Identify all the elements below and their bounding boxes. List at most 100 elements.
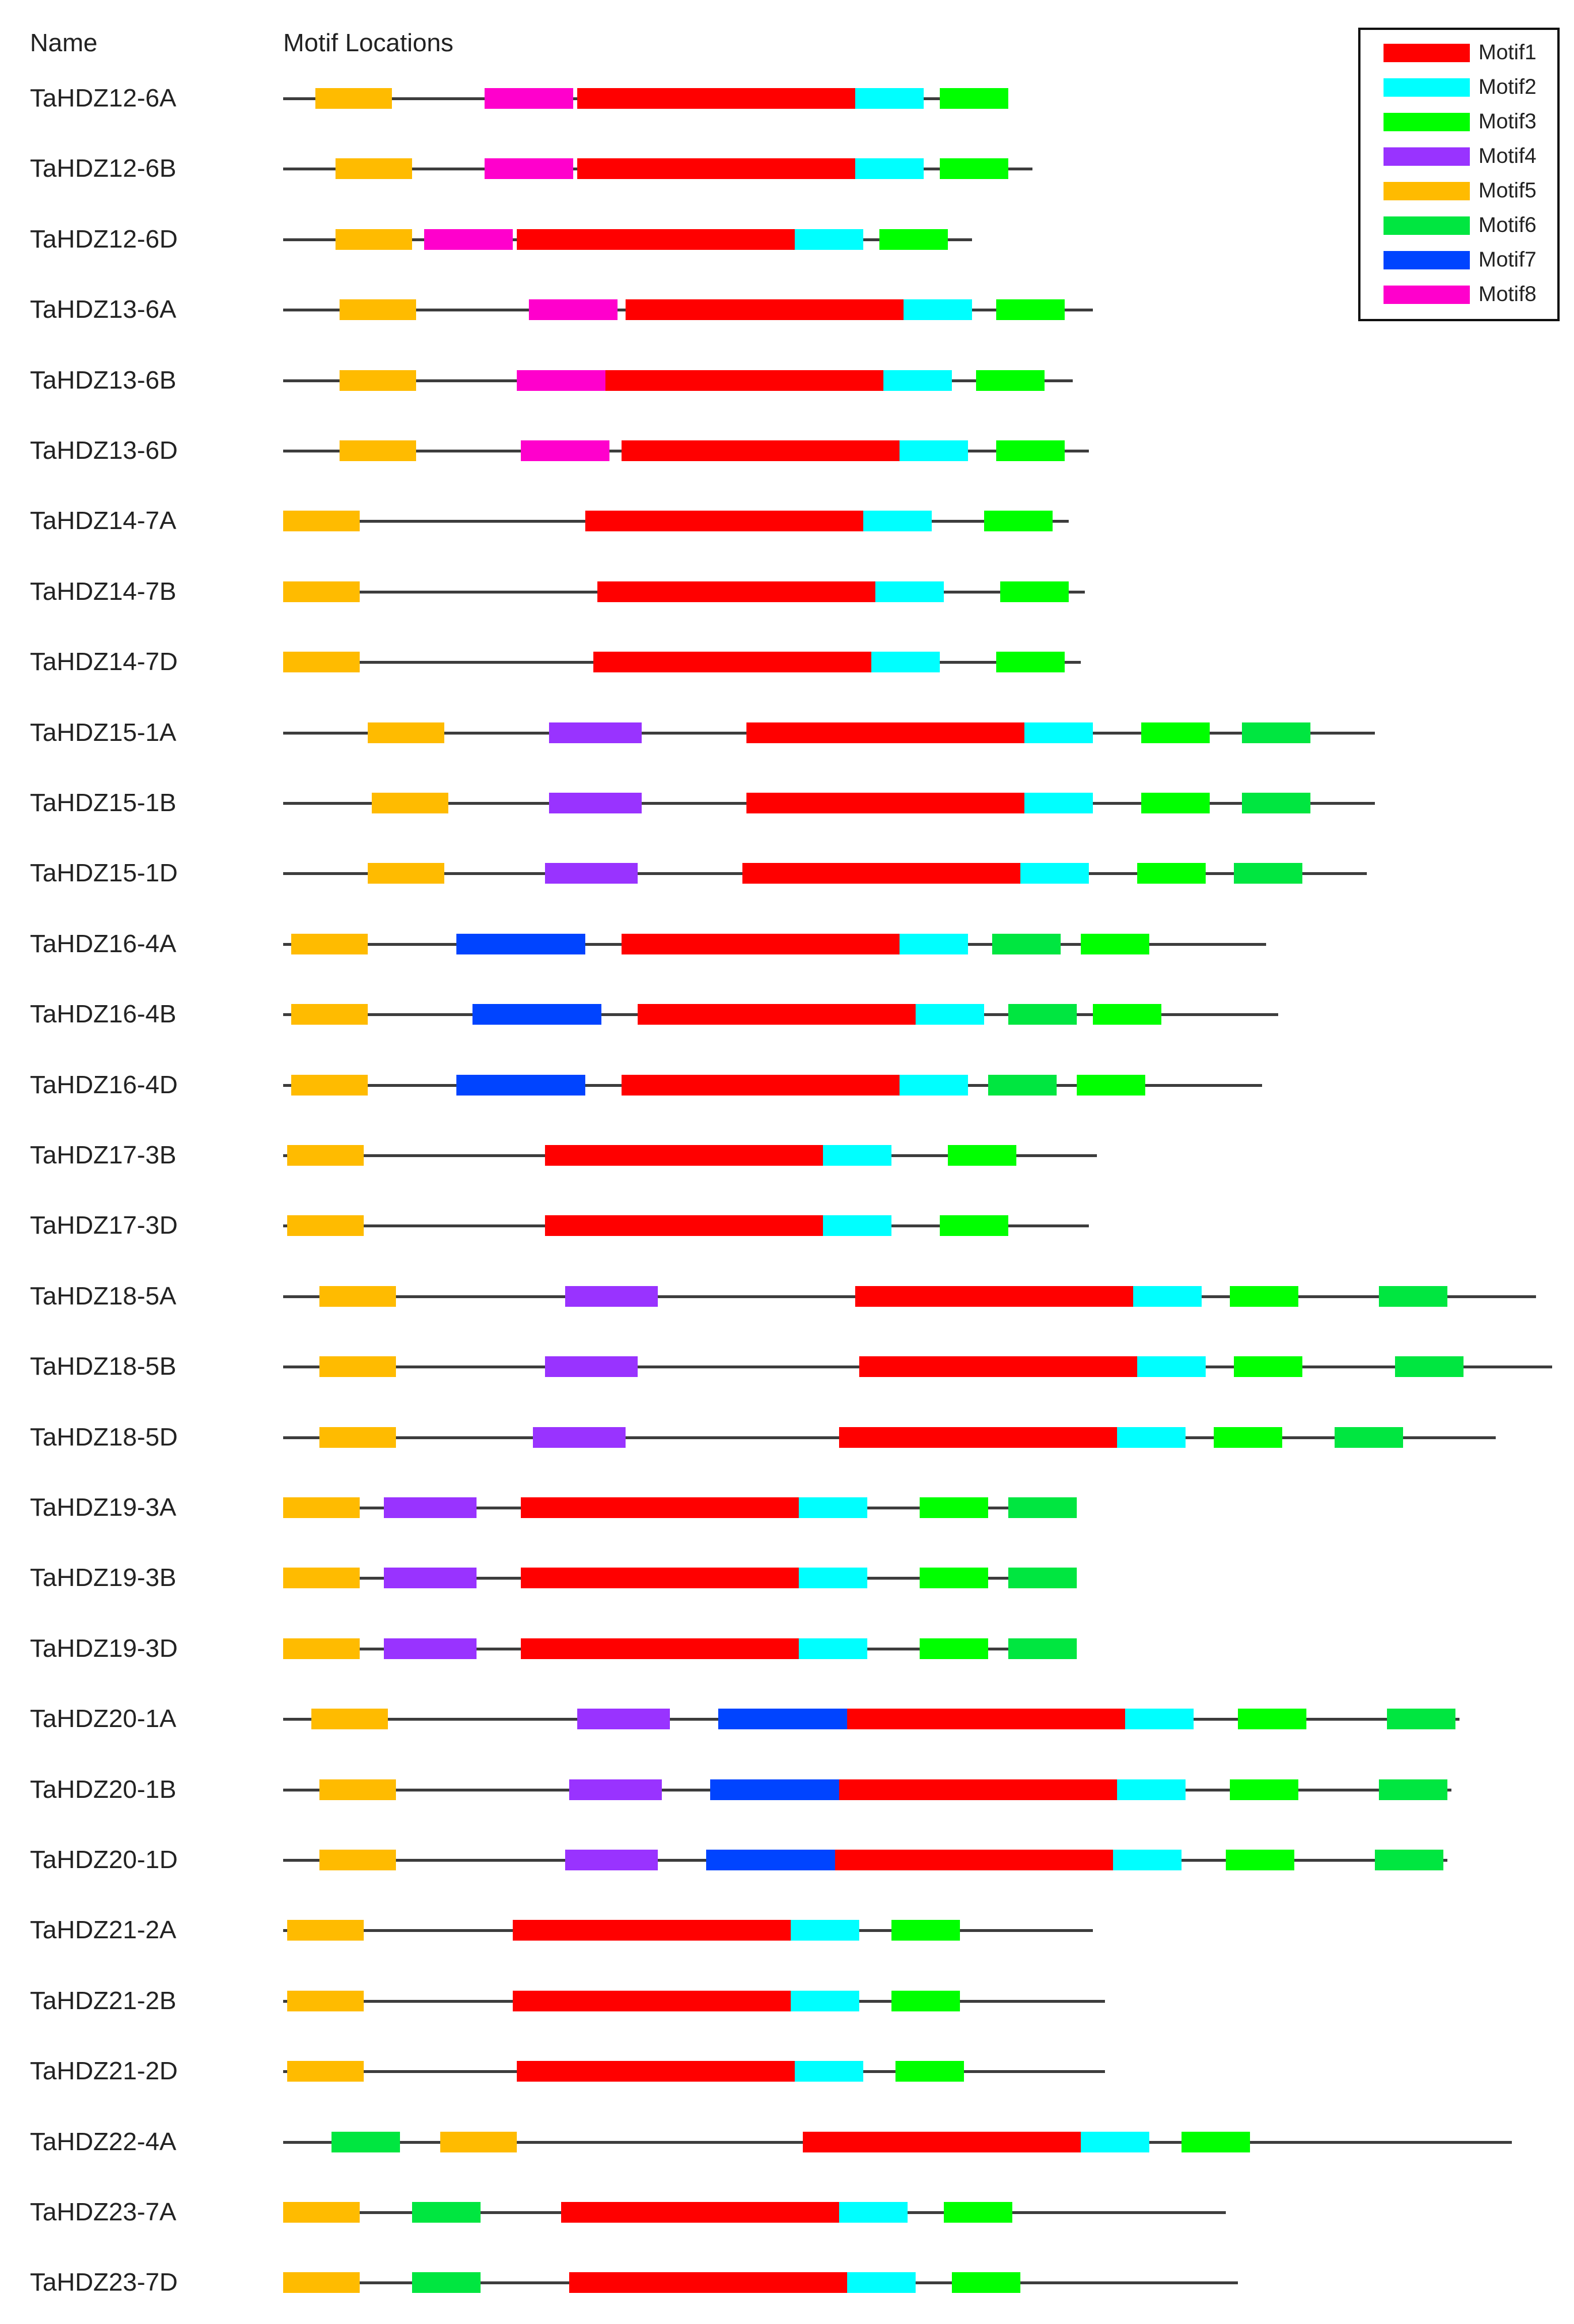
gene-name-label: TaHDZ18-5A xyxy=(30,1281,177,1310)
motif-box-motif1 xyxy=(597,581,875,602)
legend-item-motif4: Motif4 xyxy=(1384,140,1556,175)
motif-box-motif6 xyxy=(1335,1427,1403,1448)
motif-box-motif5 xyxy=(319,1850,396,1870)
gene-name-label: TaHDZ16-4B xyxy=(30,1000,177,1029)
motif-box-motif4 xyxy=(384,1497,477,1518)
legend-swatch xyxy=(1384,286,1470,304)
motif-box-motif4 xyxy=(545,1356,638,1378)
motif-box-motif5 xyxy=(311,1709,388,1730)
motif-box-motif5 xyxy=(319,1427,396,1448)
motif-box-motif2 xyxy=(791,1990,859,2011)
motif-box-motif4 xyxy=(384,1568,477,1589)
motif-box-motif2 xyxy=(795,2061,863,2082)
motif-box-motif3 xyxy=(1238,1709,1306,1730)
motif-box-motif3 xyxy=(920,1497,988,1518)
gene-name-label: TaHDZ22-4A xyxy=(30,2127,177,2156)
motif-box-motif6 xyxy=(1379,1779,1447,1800)
motif-box-motif6 xyxy=(412,2202,481,2223)
motif-box-motif8 xyxy=(485,158,573,180)
motif-box-motif2 xyxy=(799,1638,867,1659)
motif-box-motif5 xyxy=(283,2202,360,2223)
motif-box-motif1 xyxy=(561,2202,839,2223)
motif-box-motif1 xyxy=(585,511,863,532)
legend-label: Motif4 xyxy=(1478,144,1537,168)
motif-box-motif4 xyxy=(549,793,642,813)
motif-box-motif4 xyxy=(565,1285,658,1307)
motif-box-motif2 xyxy=(900,440,968,461)
motif-box-motif6 xyxy=(331,2131,400,2152)
motif-box-motif3 xyxy=(1214,1427,1282,1448)
motif-box-motif5 xyxy=(283,1638,360,1659)
motif-locations-header: Motif Locations xyxy=(283,29,453,57)
gene-name-label: TaHDZ18-5D xyxy=(30,1422,178,1451)
motif-box-motif2 xyxy=(871,652,940,673)
legend-label: Motif3 xyxy=(1478,109,1537,133)
gene-name-label: TaHDZ21-2B xyxy=(30,1986,177,2015)
motif-box-motif6 xyxy=(1242,793,1310,813)
motif-box-motif8 xyxy=(485,88,573,109)
motif-box-motif6 xyxy=(1395,1356,1464,1378)
legend: Motif1 Motif2 Motif3 Motif4 Motif5 Motif6 Moti… xyxy=(1358,28,1560,321)
legend-item-motif2: Motif2 xyxy=(1384,71,1556,106)
gene-name-label: TaHDZ19-3D xyxy=(30,1634,178,1663)
motif-box-motif5 xyxy=(283,2272,360,2293)
motif-box-motif5 xyxy=(283,1497,360,1518)
motif-box-motif2 xyxy=(1020,863,1089,884)
motif-box-motif8 xyxy=(424,229,513,250)
motif-box-motif1 xyxy=(577,88,855,109)
legend-swatch xyxy=(1384,113,1470,131)
legend-label: Motif6 xyxy=(1478,213,1537,237)
gene-name-label: TaHDZ15-1D xyxy=(30,859,178,888)
gene-name-label: TaHDZ20-1B xyxy=(30,1775,177,1804)
motif-box-motif5 xyxy=(319,1779,396,1800)
motif-box-motif7 xyxy=(706,1850,835,1870)
motif-box-motif6 xyxy=(988,1074,1057,1096)
motif-box-motif2 xyxy=(1117,1427,1186,1448)
gene-name-label: TaHDZ17-3D xyxy=(30,1211,178,1240)
motif-box-motif1 xyxy=(835,1850,1113,1870)
motif-box-motif1 xyxy=(839,1427,1117,1448)
motif-box-motif2 xyxy=(1024,722,1093,743)
motif-box-motif3 xyxy=(920,1568,988,1589)
legend-swatch xyxy=(1384,44,1470,62)
motif-box-motif6 xyxy=(412,2272,481,2293)
motif-box-motif1 xyxy=(622,933,900,954)
motif-box-motif2 xyxy=(823,1215,891,1237)
motif-box-motif5 xyxy=(287,2061,364,2082)
motif-box-motif4 xyxy=(533,1427,626,1448)
motif-box-motif1 xyxy=(517,229,795,250)
motif-box-motif7 xyxy=(472,1004,601,1025)
motif-box-motif3 xyxy=(1137,863,1206,884)
motif-box-motif2 xyxy=(1081,2131,1149,2152)
gene-name-label: TaHDZ15-1A xyxy=(30,718,177,747)
motif-box-motif2 xyxy=(1133,1285,1202,1307)
motif-box-motif8 xyxy=(517,370,605,391)
motif-box-motif4 xyxy=(565,1850,658,1870)
motif-box-motif2 xyxy=(900,933,968,954)
motif-box-motif3 xyxy=(891,1920,960,1941)
motif-box-motif4 xyxy=(549,722,642,743)
motif-box-motif6 xyxy=(1008,1638,1077,1659)
motif-box-motif1 xyxy=(622,1074,900,1096)
gene-name-label: TaHDZ21-2A xyxy=(30,1916,177,1945)
motif-box-motif2 xyxy=(1117,1779,1186,1800)
motif-box-motif8 xyxy=(521,440,609,461)
motif-box-motif6 xyxy=(1008,1004,1077,1025)
motif-box-motif2 xyxy=(855,158,924,180)
motif-box-motif1 xyxy=(746,722,1024,743)
motif-box-motif2 xyxy=(855,88,924,109)
motif-box-motif3 xyxy=(996,652,1065,673)
motif-box-motif3 xyxy=(1000,581,1069,602)
gene-name-label: TaHDZ16-4D xyxy=(30,1070,178,1099)
motif-box-motif1 xyxy=(513,1990,791,2011)
motif-box-motif3 xyxy=(879,229,948,250)
motif-box-motif2 xyxy=(875,581,944,602)
motif-box-motif2 xyxy=(1137,1356,1206,1378)
motif-box-motif6 xyxy=(1387,1709,1455,1730)
motif-box-motif1 xyxy=(545,1145,823,1166)
motif-box-motif1 xyxy=(839,1779,1117,1800)
gene-name-label: TaHDZ14-7D xyxy=(30,648,178,676)
motif-box-motif1 xyxy=(626,299,904,321)
motif-box-motif3 xyxy=(952,2272,1020,2293)
motif-box-motif5 xyxy=(340,299,416,321)
